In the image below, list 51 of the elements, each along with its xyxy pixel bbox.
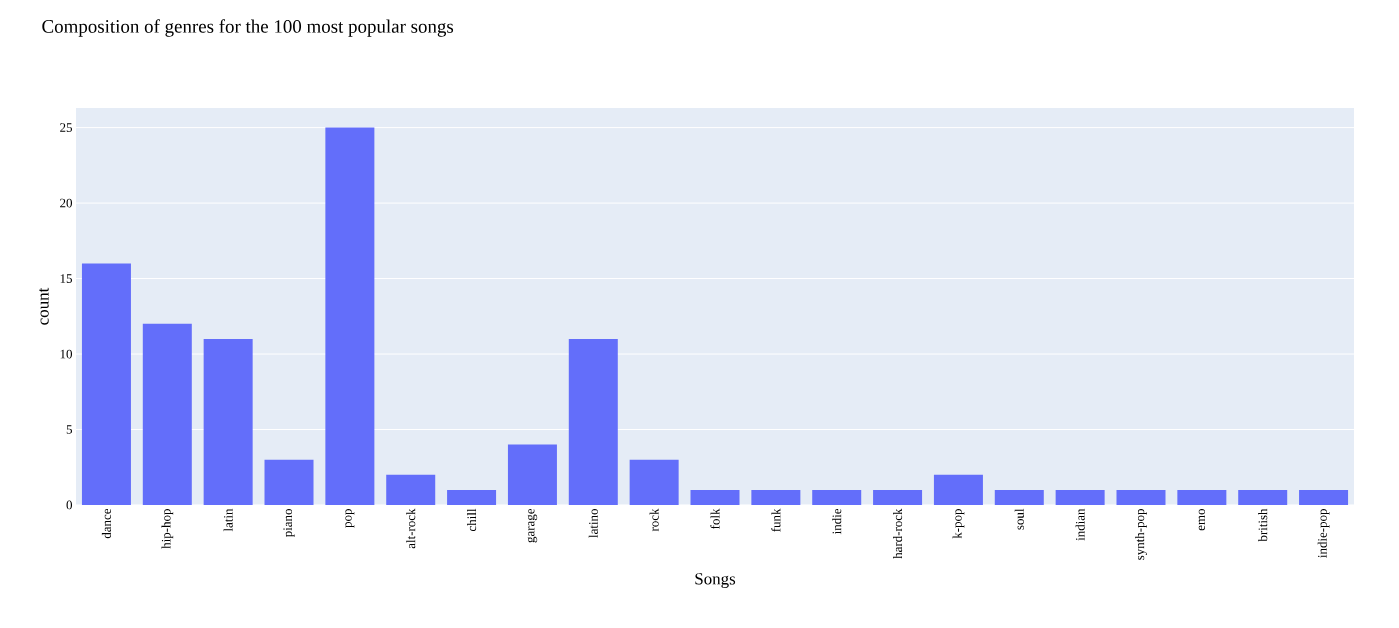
bar [142,323,192,505]
bar [325,127,375,505]
y-tick-label: 5 [66,425,72,434]
x-tick-label: folk [710,508,720,529]
y-tick-label: 0 [66,500,72,510]
x-tick-label: funk [771,508,781,532]
bar [568,338,618,505]
x-tick-label: piano [283,508,295,538]
bar [203,338,253,505]
bar [994,489,1044,505]
bar [629,459,679,505]
bar [507,444,557,505]
x-tick-label: emo [1198,508,1205,531]
bar [933,474,983,505]
y-tick-label: 20 [60,198,72,208]
bar [690,489,740,505]
x-tick-label: latino [588,508,598,538]
x-tick-label: indie [832,508,842,535]
x-tick-label: indie-pop [1317,509,1330,558]
bar [812,489,862,505]
bar [81,263,131,505]
bar [264,459,314,505]
y-axis-title: count [39,287,49,325]
x-tick-label: k-pop [952,509,965,539]
bar [1299,489,1349,505]
y-tick-label: 15 [60,274,72,283]
x-tick-label: synth-pop [1135,509,1147,560]
bar [1238,489,1288,505]
chart-title: Composition of genres for the 100 most popular songs [42,19,454,37]
bar [447,489,497,505]
x-tick-label: soul [1014,508,1024,530]
x-tick-label: hard-rock [893,508,903,559]
x-tick-label: pop [345,509,355,528]
bar [751,489,801,505]
x-tick-label: rock [649,508,659,532]
x-tick-label: british [1258,508,1268,542]
bar [1177,489,1227,505]
x-tick-label: alt-rock [406,508,416,549]
y-tick-label: 25 [60,123,72,132]
bar [1116,489,1166,505]
x-tick-label: dance [101,508,111,539]
x-axis-title: Songs [695,573,736,589]
x-tick-label: hip-hop [161,509,174,549]
x-tick-label: chill [467,508,477,532]
x-tick-label: garage [527,508,538,543]
y-tick-label: 10 [60,349,72,359]
x-tick-label: indian [1075,508,1085,541]
bar [873,489,923,505]
bar [1055,489,1105,505]
x-tick-label: latin [223,508,233,532]
bar [386,474,436,505]
